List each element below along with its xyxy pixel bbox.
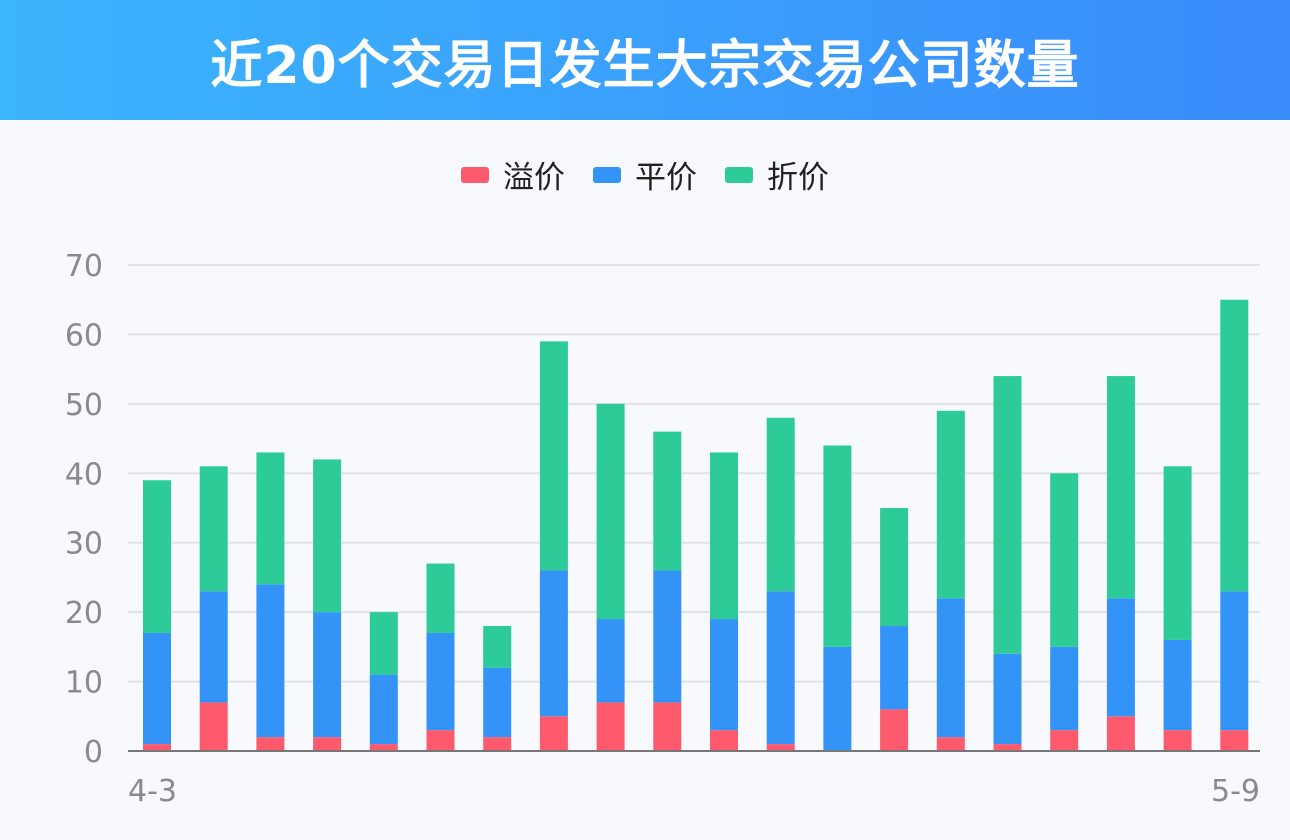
bar-flat[interactable] <box>539 570 568 717</box>
chart-title: 近20个交易日发生大宗交易公司数量 <box>210 35 1080 96</box>
bar-discount[interactable] <box>653 431 682 571</box>
bar-discount[interactable] <box>1050 473 1079 647</box>
y-tick-label: 20 <box>65 596 103 631</box>
y-tick-label: 50 <box>65 388 103 423</box>
bar-premium[interactable] <box>483 737 512 751</box>
bar-premium[interactable] <box>199 702 228 751</box>
bar-flat[interactable] <box>369 674 398 745</box>
y-tick-label: 70 <box>65 249 103 284</box>
y-tick-label: 0 <box>84 735 103 770</box>
bar-flat[interactable] <box>143 632 171 745</box>
bar-discount[interactable] <box>256 452 285 585</box>
bar-discount[interactable] <box>766 417 795 592</box>
legend-swatch-flat <box>593 166 621 183</box>
bar-discount[interactable] <box>483 626 512 668</box>
bar-discount[interactable] <box>199 466 228 592</box>
y-axis-ticks: 0 10 20 30 40 50 60 70 <box>65 249 103 770</box>
bar-premium[interactable] <box>1106 716 1135 751</box>
bar-flat[interactable] <box>880 626 909 710</box>
y-tick-label: 10 <box>65 666 103 701</box>
legend-item-premium[interactable]: 溢价 <box>461 152 565 197</box>
bar-discount[interactable] <box>426 563 455 633</box>
bar-premium[interactable] <box>936 737 965 751</box>
bar-premium[interactable] <box>880 709 909 751</box>
y-tick-label: 60 <box>65 318 103 353</box>
bar-premium[interactable] <box>1163 730 1192 751</box>
bar-premium[interactable] <box>653 702 682 751</box>
bar-flat[interactable] <box>653 570 682 703</box>
bar-discount[interactable] <box>596 403 625 620</box>
grid-lines <box>128 264 1260 683</box>
bar-premium[interactable] <box>1050 730 1079 751</box>
bar-discount[interactable] <box>1163 466 1192 640</box>
bar-flat[interactable] <box>199 591 228 703</box>
legend-item-flat[interactable]: 平价 <box>593 152 697 197</box>
bar-discount[interactable] <box>313 459 342 613</box>
bar-premium[interactable] <box>1220 730 1249 751</box>
bar-flat[interactable] <box>313 612 342 738</box>
x-tick-label-end: 5-9 <box>1211 774 1260 809</box>
bar-premium[interactable] <box>766 744 795 751</box>
bar-premium[interactable] <box>143 744 171 751</box>
bar-discount[interactable] <box>710 452 738 620</box>
bar-flat[interactable] <box>823 646 852 751</box>
legend-label-discount: 折价 <box>767 160 829 196</box>
legend-item-discount[interactable]: 折价 <box>725 152 829 197</box>
bar-discount[interactable] <box>369 612 398 675</box>
bar-flat[interactable] <box>426 632 455 731</box>
bar-premium[interactable] <box>256 737 285 751</box>
bar-flat[interactable] <box>596 619 625 703</box>
bar-premium[interactable] <box>313 737 342 751</box>
bar-flat[interactable] <box>1050 646 1079 731</box>
bar-flat[interactable] <box>1163 639 1192 731</box>
bar-premium[interactable] <box>993 744 1022 751</box>
bar-premium[interactable] <box>596 702 625 751</box>
chart-header: 近20个交易日发生大宗交易公司数量 <box>0 0 1290 120</box>
x-tick-label-start: 4-3 <box>128 774 177 809</box>
bar-discount[interactable] <box>936 410 965 599</box>
bar-flat[interactable] <box>1106 598 1135 717</box>
bar-flat[interactable] <box>483 667 512 738</box>
bar-flat[interactable] <box>993 653 1022 745</box>
x-axis-ticks: 4-3 5-9 <box>128 774 1260 809</box>
bar-discount[interactable] <box>880 508 909 627</box>
bar-premium[interactable] <box>539 716 568 751</box>
bar-flat[interactable] <box>256 584 285 738</box>
bar-premium[interactable] <box>369 744 398 751</box>
bar-flat[interactable] <box>710 619 738 731</box>
bar-flat[interactable] <box>1220 591 1249 731</box>
bar-premium[interactable] <box>426 730 455 751</box>
legend-swatch-discount <box>725 166 753 183</box>
bar-discount[interactable] <box>1220 299 1249 592</box>
bar-discount[interactable] <box>539 341 568 571</box>
bar-discount[interactable] <box>1106 376 1135 599</box>
legend-label-premium: 溢价 <box>503 160 565 196</box>
bar-premium[interactable] <box>710 730 738 751</box>
bar-flat[interactable] <box>766 591 795 745</box>
bar-discount[interactable] <box>993 376 1022 654</box>
legend-label-flat: 平价 <box>635 160 697 196</box>
y-tick-label: 40 <box>65 457 103 492</box>
bar-flat[interactable] <box>936 598 965 738</box>
bar-discount[interactable] <box>143 480 171 633</box>
legend-swatch-premium <box>461 166 489 183</box>
bars <box>143 299 1249 751</box>
legend: 溢价 平价 折价 <box>0 152 1290 197</box>
bar-discount[interactable] <box>823 445 852 647</box>
y-tick-label: 30 <box>65 527 103 562</box>
